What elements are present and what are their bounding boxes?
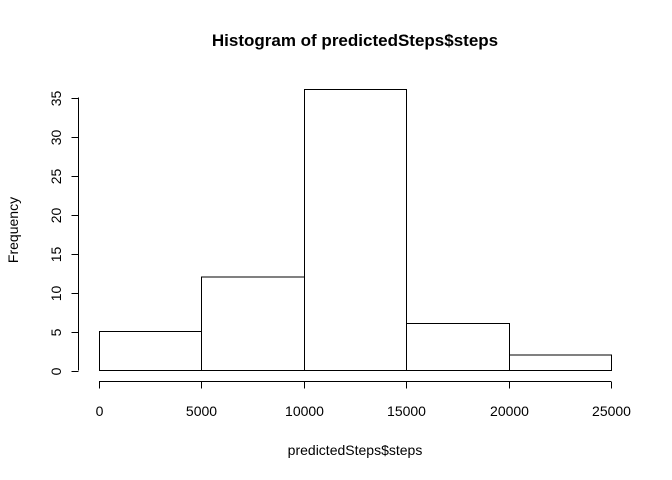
histogram-bar-3 xyxy=(304,89,407,371)
y-tick-label: 10 xyxy=(48,286,64,302)
y-tick-label: 35 xyxy=(48,91,64,107)
y-tick-label: 25 xyxy=(48,169,64,185)
x-axis-label: predictedSteps$steps xyxy=(288,442,423,458)
x-tick-label: 0 xyxy=(96,403,104,419)
x-tick-label: 25000 xyxy=(592,403,631,419)
x-tick-label: 15000 xyxy=(387,403,426,419)
x-tick-label: 5000 xyxy=(186,403,217,419)
y-tick-label: 30 xyxy=(48,130,64,146)
y-axis-label: Frequency xyxy=(5,197,21,263)
y-tick-label: 20 xyxy=(48,208,64,224)
histogram-bar-1 xyxy=(99,331,202,371)
histogram-bar-2 xyxy=(201,276,305,371)
y-axis: 0 5 10 15 20 25 30 35 xyxy=(48,91,79,375)
bars-group xyxy=(99,89,612,372)
y-tick-label: 5 xyxy=(48,328,64,336)
histogram-bar-5 xyxy=(509,354,612,371)
histogram-bar-4 xyxy=(406,323,510,372)
y-tick-label: 15 xyxy=(48,247,64,263)
x-axis: 0 5000 10000 15000 20000 25000 xyxy=(96,381,631,419)
x-tick-label: 20000 xyxy=(490,403,529,419)
x-tick-label: 10000 xyxy=(285,403,324,419)
chart-title: Histogram of predictedSteps$steps xyxy=(212,31,498,50)
y-tick-label: 0 xyxy=(48,367,64,375)
